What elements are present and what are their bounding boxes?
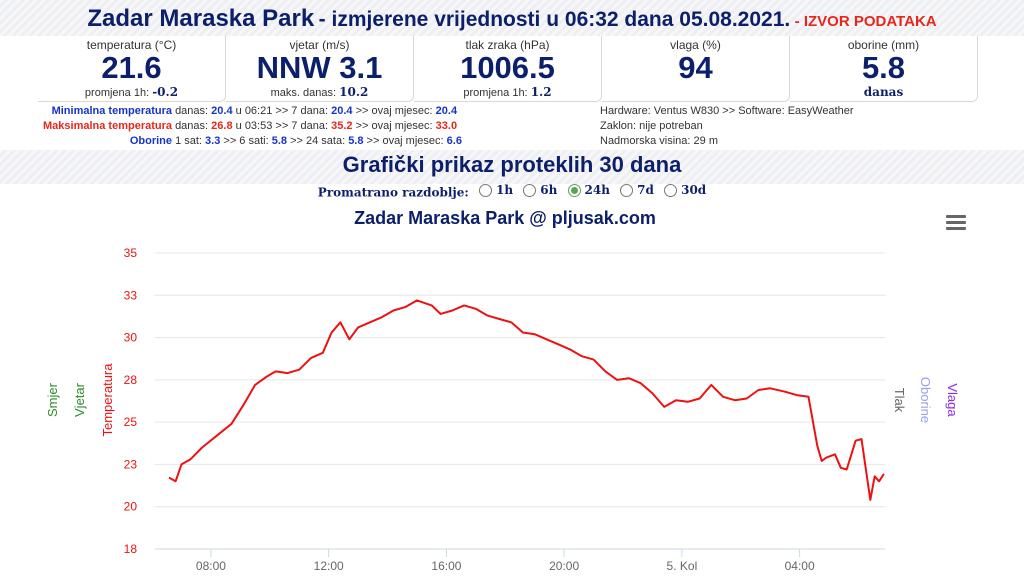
metric-label: oborine (mm) bbox=[847, 38, 920, 52]
station-name: Zadar Maraska Park bbox=[87, 5, 315, 32]
y-tick-label: 25 bbox=[124, 415, 138, 429]
stat-rain: Oborine 1 sat: 3.3 >> 6 sati: 5.8 >> 24 … bbox=[129, 135, 462, 147]
y-tick-label: 28 bbox=[124, 373, 138, 387]
header-background bbox=[0, 0, 1024, 36]
y-tick-label: 30 bbox=[124, 331, 138, 345]
right-axis-title: Vlaga bbox=[945, 383, 960, 417]
altitude-info: Nadmorska visina: 29 m bbox=[600, 135, 718, 147]
metric-label: vjetar (m/s) bbox=[289, 38, 350, 52]
metric-temperature: temperatura (°C) 21.6 promjena 1h: -0.2 bbox=[38, 36, 226, 102]
y-tick-label: 23 bbox=[124, 457, 138, 471]
y-tick-label: 35 bbox=[124, 246, 138, 260]
radio-icon[interactable] bbox=[620, 183, 634, 197]
radio-icon[interactable] bbox=[664, 183, 678, 197]
x-tick-label: 16:00 bbox=[431, 559, 461, 573]
x-tick-label: 08:00 bbox=[196, 559, 226, 573]
left-axis-title: Temperatura bbox=[100, 363, 115, 437]
shelter-info: Zaklon: nije potreban bbox=[600, 120, 703, 132]
period-label: Promatrano razdoblje: bbox=[317, 185, 469, 200]
chart-menu-icon[interactable] bbox=[944, 212, 968, 232]
data-source-link[interactable]: - IZVOR PODATAKA bbox=[794, 13, 937, 30]
section-title: Grafički prikaz proteklih 30 dana bbox=[342, 152, 682, 177]
current-metrics: temperatura (°C) 21.6 promjena 1h: -0.2 … bbox=[38, 36, 978, 102]
section-background bbox=[0, 150, 1024, 184]
period-option-6h[interactable]: 6h bbox=[523, 183, 557, 197]
metric-rain: oborine (mm) 5.8 danas bbox=[790, 36, 978, 102]
y-tick-label: 18 bbox=[124, 542, 138, 556]
y-tick-label: 20 bbox=[124, 500, 138, 514]
stat-min-temperature: Minimalna temperatura danas: 20.4 u 06:2… bbox=[51, 105, 458, 117]
metric-wind: vjetar (m/s) NNW 3.1 maks. danas: 10.2 bbox=[226, 36, 414, 102]
chart-title: Zadar Maraska Park @ pljusak.com bbox=[354, 208, 656, 228]
x-tick-label: 12:00 bbox=[314, 559, 344, 573]
metric-label: temperatura (°C) bbox=[86, 38, 177, 52]
metric-change: promjena 1h: -0.2 bbox=[84, 85, 179, 99]
x-tick-label: 20:00 bbox=[549, 559, 579, 573]
right-axis-title: Oborine bbox=[918, 377, 933, 423]
left-axis-title: Smjer bbox=[45, 382, 60, 417]
temperature-stats: Minimalna temperatura danas: 20.4 u 06:2… bbox=[0, 104, 600, 149]
period-selector: Promatrano razdoblje: 1h 6h 24h 7d 30d bbox=[0, 183, 1024, 200]
metric-label: tlak zraka (hPa) bbox=[465, 38, 550, 52]
radio-checked-icon[interactable] bbox=[567, 183, 581, 197]
metric-change: promjena 1h: 1.2 bbox=[463, 85, 552, 99]
metric-value: 5.8 bbox=[861, 50, 906, 85]
x-tick-label: 04:00 bbox=[785, 559, 815, 573]
radio-icon[interactable] bbox=[479, 183, 493, 197]
temperature-series-line bbox=[168, 299, 885, 501]
metric-value: 94 bbox=[678, 50, 713, 85]
page-header: Zadar Maraska Park - izmjerene vrijednos… bbox=[0, 5, 1024, 33]
metric-value: NNW 3.1 bbox=[256, 50, 383, 85]
period-option-7d[interactable]: 7d bbox=[620, 183, 654, 197]
period-option-24h[interactable]: 24h bbox=[567, 183, 610, 197]
left-axis-title: Vjetar bbox=[72, 382, 87, 417]
right-axis-title: Tlak bbox=[892, 388, 907, 413]
period-option-30d[interactable]: 30d bbox=[664, 183, 706, 197]
x-tick-label: 5. Kol bbox=[667, 559, 698, 573]
temperature-chart: 35 33 30 28 25 23 20 18 08:00 12:00 16:00 20:00 5. K… bbox=[45, 246, 960, 573]
stat-max-temperature: Maksimalna temperatura danas: 26.8 u 03:… bbox=[43, 120, 458, 132]
metric-period: danas bbox=[863, 85, 904, 99]
measurement-time: - izmjerene vrijednosti u 06:32 dana 05.… bbox=[318, 8, 791, 31]
metric-humidity: vlaga (%) 94 bbox=[602, 36, 790, 102]
period-option-1h[interactable]: 1h bbox=[479, 183, 513, 197]
y-tick-label: 33 bbox=[124, 288, 138, 302]
metric-max-today: maks. danas: 10.2 bbox=[270, 85, 369, 99]
station-info: Hardware: Ventus W830 >> Software: EasyW… bbox=[600, 104, 854, 149]
metric-label: vlaga (%) bbox=[670, 38, 721, 52]
radio-icon[interactable] bbox=[523, 183, 537, 197]
hardware-info: Hardware: Ventus W830 >> Software: EasyW… bbox=[600, 105, 854, 117]
metric-pressure: tlak zraka (hPa) 1006.5 promjena 1h: 1.2 bbox=[414, 36, 602, 102]
metric-value: 1006.5 bbox=[460, 50, 555, 85]
metric-value: 21.6 bbox=[101, 50, 162, 85]
